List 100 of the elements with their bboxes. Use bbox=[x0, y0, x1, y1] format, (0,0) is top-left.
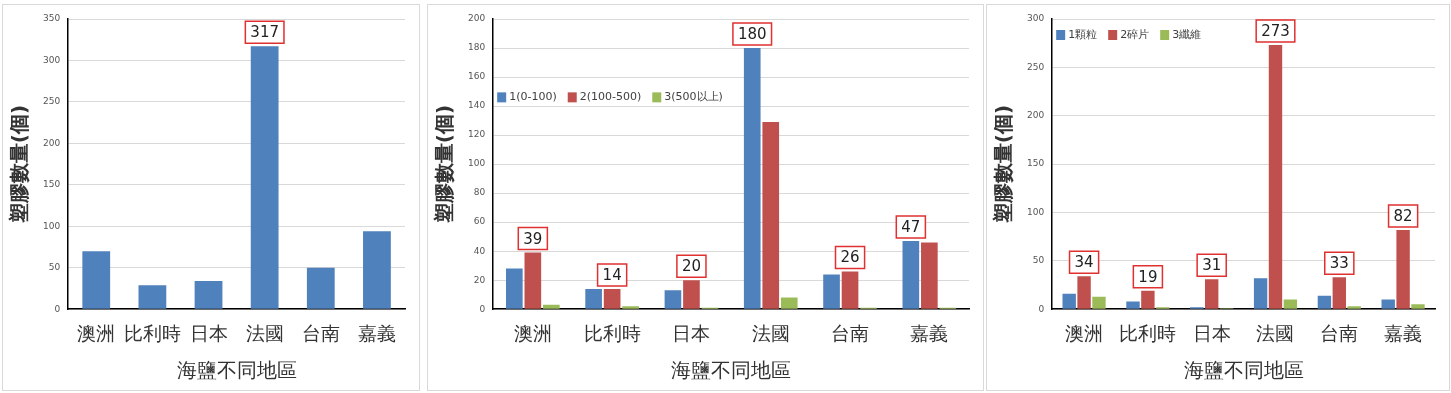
annotation: 33 bbox=[1329, 254, 1349, 273]
y-tick-label: 300 bbox=[42, 54, 61, 65]
x-tick-label: 澳洲 bbox=[1065, 321, 1104, 344]
bar bbox=[1332, 277, 1346, 309]
bar bbox=[902, 241, 920, 309]
bar bbox=[1411, 304, 1425, 309]
bar bbox=[1077, 276, 1091, 309]
y-axis-title: 塑膠數量(個) bbox=[991, 104, 1016, 225]
bar bbox=[1204, 279, 1219, 309]
bar bbox=[823, 274, 840, 309]
bar bbox=[1092, 296, 1106, 309]
legend-label: 2(100-500) bbox=[579, 90, 642, 104]
bar bbox=[1317, 295, 1332, 309]
y-tick-label: 250 bbox=[42, 96, 61, 107]
x-tick-label: 法國 bbox=[751, 321, 790, 344]
annotation: 273 bbox=[1261, 22, 1290, 41]
legend-label: 3(500以上) bbox=[664, 90, 723, 104]
y-tick-label: 140 bbox=[467, 100, 486, 111]
bar bbox=[1126, 301, 1140, 309]
x-tick-label: 日本 bbox=[672, 321, 711, 344]
bar bbox=[1062, 293, 1076, 309]
x-axis-title: 海鹽不同地區 bbox=[671, 358, 792, 383]
x-tick-label: 法國 bbox=[1256, 321, 1295, 344]
x-tick-label: 日本 bbox=[1192, 321, 1231, 344]
bar bbox=[622, 306, 639, 309]
x-tick-label: 日本 bbox=[189, 321, 228, 344]
y-tick-label: 150 bbox=[1026, 158, 1045, 169]
x-tick-label: 台南 bbox=[301, 321, 340, 344]
bar bbox=[1396, 229, 1410, 309]
bar bbox=[585, 288, 602, 309]
y-tick-label: 120 bbox=[467, 129, 486, 140]
bar bbox=[1141, 290, 1155, 309]
y-tick-label: 40 bbox=[473, 245, 486, 256]
annotation: 19 bbox=[1138, 267, 1158, 286]
legend-label: 3纖維 bbox=[1172, 27, 1202, 41]
bar bbox=[506, 268, 523, 309]
y-tick-label: 200 bbox=[42, 137, 61, 148]
annotation: 82 bbox=[1393, 206, 1413, 225]
y-tick-label: 180 bbox=[467, 42, 486, 53]
bar bbox=[780, 297, 798, 309]
annotation: 317 bbox=[250, 23, 279, 42]
y-tick-label: 100 bbox=[42, 220, 61, 231]
y-tick-label: 100 bbox=[1026, 206, 1045, 217]
x-tick-label: 嘉義 bbox=[1384, 321, 1423, 344]
y-axis-title: 塑膠數量(個) bbox=[7, 104, 32, 225]
y-tick-label: 50 bbox=[48, 262, 61, 273]
y-axis-title: 塑膠數量(個) bbox=[432, 104, 457, 225]
x-tick-label: 比利時 bbox=[123, 321, 181, 344]
annotation: 39 bbox=[523, 229, 543, 248]
x-axis-title: 海鹽不同地區 bbox=[1183, 358, 1304, 383]
x-tick-label: 比利時 bbox=[1119, 321, 1177, 344]
bar bbox=[1283, 299, 1298, 309]
annotation: 180 bbox=[737, 24, 767, 43]
y-tick-label: 160 bbox=[467, 71, 486, 82]
legend-label: 2碎片 bbox=[1120, 27, 1150, 41]
y-tick-label: 200 bbox=[467, 13, 486, 24]
bar bbox=[743, 48, 761, 309]
bar bbox=[82, 251, 111, 309]
bar bbox=[664, 290, 682, 309]
bar bbox=[1347, 306, 1361, 309]
legend-label: 1顆粒 bbox=[1068, 27, 1098, 41]
bar bbox=[250, 46, 279, 309]
annotation: 26 bbox=[840, 248, 860, 267]
bar bbox=[603, 288, 621, 309]
bar bbox=[1381, 299, 1395, 309]
x-tick-label: 台南 bbox=[1320, 321, 1359, 344]
x-tick-label: 嘉義 bbox=[357, 321, 396, 344]
legend-label: 1(0-100) bbox=[509, 90, 557, 104]
bar bbox=[306, 267, 335, 309]
y-tick-label: 0 bbox=[479, 303, 486, 314]
y-tick-label: 150 bbox=[42, 179, 61, 190]
bar bbox=[194, 281, 223, 309]
bar bbox=[543, 304, 560, 309]
y-tick-label: 20 bbox=[473, 274, 486, 285]
y-tick-label: 350 bbox=[42, 13, 61, 24]
bar bbox=[138, 285, 167, 309]
x-tick-label: 嘉義 bbox=[910, 321, 949, 344]
x-tick-label: 台南 bbox=[831, 321, 870, 344]
annotation: 14 bbox=[602, 265, 622, 284]
y-tick-label: 50 bbox=[1032, 255, 1045, 266]
bar bbox=[762, 122, 780, 309]
y-tick-label: 250 bbox=[1026, 61, 1045, 72]
x-axis-title: 海鹽不同地區 bbox=[176, 358, 297, 383]
x-tick-label: 澳洲 bbox=[77, 321, 116, 344]
bar bbox=[1253, 278, 1268, 309]
y-tick-label: 60 bbox=[473, 216, 486, 227]
y-tick-label: 100 bbox=[467, 158, 486, 169]
bar bbox=[524, 252, 542, 309]
y-tick-label: 0 bbox=[54, 303, 61, 314]
bar bbox=[683, 280, 700, 309]
bar bbox=[1268, 45, 1283, 309]
y-tick-label: 80 bbox=[473, 187, 486, 198]
bar bbox=[363, 231, 391, 309]
x-tick-label: 法國 bbox=[245, 321, 284, 344]
bar bbox=[921, 242, 938, 309]
x-tick-label: 澳洲 bbox=[513, 321, 552, 344]
annotation: 31 bbox=[1202, 256, 1222, 275]
annotation: 47 bbox=[901, 217, 921, 236]
annotation: 20 bbox=[681, 257, 701, 276]
x-tick-label: 比利時 bbox=[583, 321, 641, 344]
